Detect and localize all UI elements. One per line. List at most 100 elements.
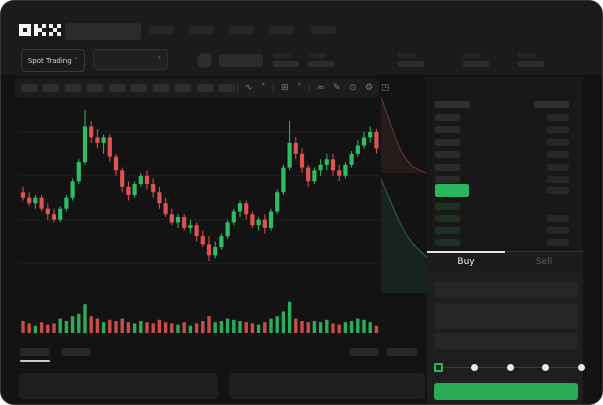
indicator-icon[interactable]: ∿ <box>245 83 253 93</box>
bottom-tab[interactable] <box>61 348 91 356</box>
candle-body <box>188 225 193 228</box>
price-input[interactable] <box>434 282 578 298</box>
candle-body <box>343 164 348 176</box>
bid-price[interactable] <box>435 215 460 222</box>
total-input[interactable] <box>434 333 578 349</box>
volume-bar <box>219 321 224 333</box>
bid-amount[interactable] <box>547 239 569 246</box>
chevron-down-icon[interactable]: ˅ <box>297 83 302 93</box>
timeframe-pill[interactable] <box>131 84 147 92</box>
fullscreen-icon[interactable]: ◳ <box>381 83 390 93</box>
timeframe-pill[interactable] <box>197 84 213 92</box>
pair-name-placeholder <box>219 54 263 67</box>
volume-bar <box>132 323 137 333</box>
candle-body <box>355 145 360 154</box>
bid-amount[interactable] <box>547 215 569 222</box>
volume-bar <box>238 321 242 333</box>
slider-handle[interactable] <box>434 363 443 372</box>
nav-item[interactable] <box>229 26 254 34</box>
amount-input[interactable] <box>434 303 578 329</box>
volume-bar <box>46 324 50 333</box>
candle-body <box>64 197 69 209</box>
bottom-tab[interactable] <box>20 348 50 356</box>
last-price-amount[interactable] <box>547 187 569 194</box>
ask-amount[interactable] <box>547 126 569 134</box>
nav-item[interactable] <box>189 26 214 34</box>
slider-stop-dot[interactable] <box>578 364 585 371</box>
ask-price[interactable] <box>435 126 460 134</box>
slider-stop-dot[interactable] <box>542 364 550 371</box>
stat-value-placeholder <box>398 61 424 67</box>
ask-amount[interactable] <box>547 151 569 159</box>
timeframe-pill[interactable] <box>65 84 81 92</box>
bid-price[interactable] <box>435 239 460 246</box>
candle-style-icon[interactable]: ⊞ <box>281 83 289 93</box>
candle-body <box>182 216 187 228</box>
bottom-action-pill[interactable] <box>349 348 379 356</box>
line-tool-icon[interactable]: ≈ <box>317 83 325 93</box>
settings-gear-icon[interactable]: ⚙ <box>365 83 374 93</box>
bottom-table-panel <box>19 373 218 399</box>
candle-body <box>126 186 131 195</box>
bid-price[interactable] <box>435 227 460 234</box>
volume-bar <box>70 316 75 333</box>
candle-body <box>349 153 354 165</box>
candlestick-chart[interactable] <box>19 99 381 291</box>
search-input[interactable] <box>65 23 141 40</box>
nav-item[interactable] <box>311 26 336 34</box>
volume-bar <box>263 322 267 333</box>
market-type-selector[interactable]: Spot Trading ˅ <box>21 49 85 72</box>
candle-body <box>157 192 162 204</box>
ask-price[interactable] <box>435 114 460 121</box>
volume-bar <box>349 321 354 333</box>
ask-amount[interactable] <box>547 114 569 121</box>
candle-body <box>82 126 88 163</box>
ask-price[interactable] <box>435 176 460 183</box>
camera-icon[interactable]: ⊙ <box>349 83 357 93</box>
candle-body <box>337 170 342 176</box>
bid-amount[interactable] <box>547 227 569 234</box>
draw-icon[interactable]: ✎ <box>333 83 341 93</box>
timeframe-pill[interactable] <box>219 84 235 92</box>
stat-value-placeholder <box>273 61 299 67</box>
orderbook-header-price[interactable] <box>435 101 470 108</box>
timeframe-pill[interactable] <box>153 84 169 92</box>
market-type-label: Spot Trading <box>27 56 72 65</box>
last-price-bar[interactable] <box>435 184 469 197</box>
ask-price[interactable] <box>435 138 460 146</box>
tab-sell[interactable]: Sell <box>505 252 583 272</box>
slider-stop-dot[interactable] <box>470 364 478 371</box>
bottom-action-pill[interactable] <box>387 348 417 356</box>
timeframe-pill[interactable] <box>109 84 125 92</box>
ask-amount[interactable] <box>547 176 569 183</box>
ask-price[interactable] <box>435 151 460 159</box>
orderbook-header-amount[interactable] <box>534 101 569 108</box>
slider-stop-dot[interactable] <box>506 364 514 371</box>
chart-toolbar: ∿ ˅ ⊞ ˅ ≈ ✎ ⊙ ⚙ ◳ <box>15 79 390 97</box>
volume-bar <box>21 321 25 333</box>
tab-buy[interactable]: Buy <box>427 251 505 272</box>
candle-body <box>138 175 143 185</box>
volume-bar <box>39 322 44 333</box>
buy-submit-button[interactable] <box>434 383 578 400</box>
stat-label-placeholder <box>398 53 416 58</box>
nav-item[interactable] <box>149 26 174 34</box>
timeframe-pill[interactable] <box>87 84 103 92</box>
bid-price[interactable] <box>435 203 460 210</box>
timeframe-pill[interactable] <box>175 84 191 92</box>
ask-price[interactable] <box>435 163 460 171</box>
timeframe-pill[interactable] <box>21 84 37 92</box>
volume-bar <box>213 322 217 333</box>
candle-body <box>101 137 106 143</box>
pair-dropdown[interactable]: ˅ <box>93 49 168 70</box>
volume-bar <box>294 318 298 333</box>
candle-body <box>58 208 63 220</box>
volume-bar <box>182 322 186 333</box>
chevron-down-icon: ˅ <box>157 55 162 64</box>
timeframe-pill[interactable] <box>43 84 59 92</box>
nav-item[interactable] <box>269 26 294 34</box>
stat-label-placeholder <box>308 53 326 58</box>
chevron-down-icon[interactable]: ˅ <box>261 83 266 93</box>
ask-amount[interactable] <box>547 163 569 171</box>
ask-amount[interactable] <box>547 138 569 146</box>
